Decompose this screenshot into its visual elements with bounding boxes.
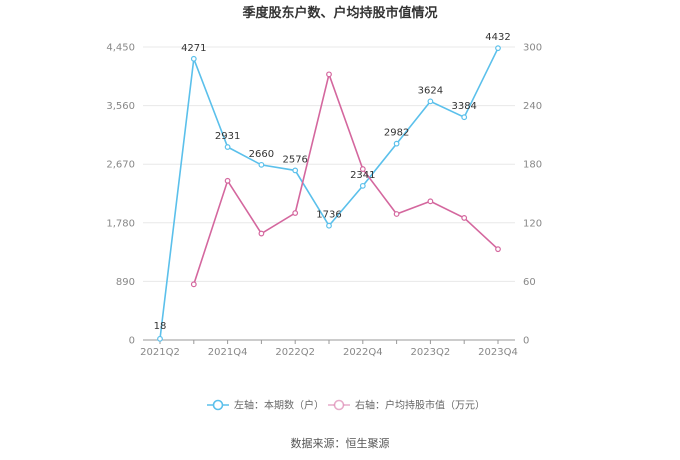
data-label: 4271 [181, 43, 206, 54]
data-label: 2982 [384, 128, 409, 139]
data-point [292, 210, 299, 216]
y-right-tick-label: 0 [523, 336, 529, 347]
data-point [495, 246, 501, 253]
y-left-tick-label: 4,450 [106, 43, 135, 54]
y-right-tick-label: 300 [523, 43, 542, 54]
y-left-tick-label: 1,780 [106, 218, 135, 229]
data-point [190, 281, 197, 288]
grid [143, 46, 515, 282]
data-point [461, 114, 468, 121]
data-point [326, 71, 332, 78]
data-label: 3384 [451, 101, 476, 112]
data-label: 18 [154, 321, 167, 332]
data-point [495, 45, 501, 52]
data-label: 2576 [282, 154, 307, 165]
data-point [461, 215, 468, 221]
data-point [292, 167, 299, 174]
series-line-1 [159, 47, 499, 339]
y-left-tick-label: 3,560 [106, 101, 135, 112]
series [157, 45, 501, 342]
y-right-tick-label: 120 [523, 218, 542, 229]
data-point [224, 177, 231, 184]
chart-title: 季度股东户数、户均持股市值情况 [241, 5, 437, 21]
data-point [393, 140, 400, 147]
x-tick-label: 2022Q4 [343, 347, 383, 358]
data-point [258, 230, 265, 237]
x-tick-label: 2023Q2 [411, 347, 451, 358]
data-point [224, 144, 231, 150]
data-point [359, 166, 366, 172]
legend-marker-icon [212, 399, 224, 411]
data-point [190, 55, 197, 62]
series-line-2 [193, 71, 499, 285]
legend[interactable]: 左轴：本期数（户） 右轴：户均持股市值（万元） [207, 399, 485, 412]
data-point [258, 161, 265, 168]
data-point [393, 211, 400, 217]
data-point [427, 198, 434, 205]
data-point [359, 182, 366, 189]
data-point [157, 335, 163, 342]
y-left-tick-label: 0 [129, 336, 135, 347]
y-right-tick-label: 240 [523, 101, 542, 112]
x-tick-label: 2021Q4 [208, 347, 248, 358]
axes: 0 890 1,780 2,670 3,560 4,450 0 60 120 180 240 300 2… [106, 43, 542, 359]
data-point [326, 222, 332, 229]
y-right-tick-label: 60 [523, 277, 536, 288]
source-text: 数据来源：恒生聚源 [291, 436, 390, 450]
data-label: 2931 [215, 131, 240, 142]
x-tick-label: 2023Q4 [478, 347, 518, 358]
data-label: 2660 [249, 149, 274, 160]
data-point [427, 98, 434, 105]
legend-marker-icon [333, 399, 345, 411]
data-label: 2341 [350, 170, 375, 181]
x-tick-label: 2021Q2 [140, 347, 180, 358]
y-left-tick-label: 890 [116, 277, 135, 288]
data-label: 1736 [316, 210, 341, 221]
y-right-tick-label: 180 [523, 160, 542, 171]
legend-label: 左轴：本期数（户） [234, 399, 324, 412]
legend-label: 右轴：户均持股市值（万元） [355, 399, 485, 412]
y-left-tick-label: 2,670 [106, 160, 135, 171]
data-label: 3624 [418, 85, 443, 96]
data-labels: 18 4271 2931 2660 2576 1736 2341 2982 3624 3384 44… [154, 32, 511, 332]
x-tick-label: 2022Q2 [275, 347, 315, 358]
data-label: 4432 [485, 32, 510, 43]
